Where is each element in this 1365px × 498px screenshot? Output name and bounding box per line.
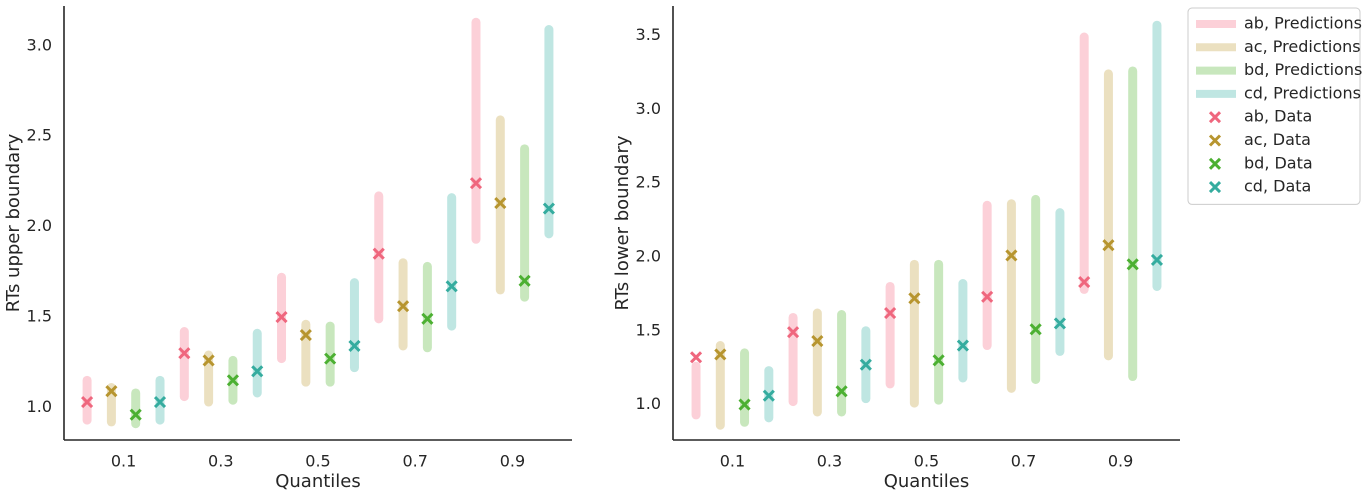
data-marker (714, 348, 727, 361)
data-marker (738, 398, 751, 411)
data-marker (1102, 239, 1115, 252)
y-tick-label: 1.0 (27, 397, 52, 416)
data-marker (956, 339, 969, 352)
data-marker (324, 352, 337, 365)
y-tick-label: 1.5 (27, 307, 52, 326)
data-marker (811, 335, 824, 348)
x-tick-label: 0.3 (817, 452, 842, 471)
data-marker (275, 310, 288, 324)
data-marker (787, 326, 800, 339)
data-marker (348, 339, 361, 353)
data-marker (421, 312, 434, 325)
data-marker (299, 329, 312, 342)
data-marker (129, 408, 142, 421)
y-tick-label: 3.0 (27, 35, 52, 54)
x-tick-label: 0.1 (720, 452, 745, 471)
data-marker (981, 290, 994, 303)
x-axis-label: Quantiles (884, 471, 970, 492)
y-tick-label: 3.5 (636, 25, 661, 44)
y-tick-label: 3.0 (636, 99, 661, 118)
data-marker (178, 347, 191, 360)
x-tick-label: 0.9 (1108, 452, 1133, 471)
data-marker (542, 202, 555, 215)
legend-label: ac, Data (1244, 130, 1311, 149)
x-axis-label: Quantiles (275, 471, 361, 492)
data-marker (762, 389, 775, 402)
data-marker (908, 292, 921, 305)
legend-label: cd, Predictions (1244, 83, 1361, 102)
data-marker (835, 385, 848, 398)
legend-marker (1208, 157, 1222, 170)
y-axis-label: RTs upper boundary (3, 133, 24, 312)
data-marker (469, 177, 483, 190)
x-tick-label: 0.3 (208, 452, 233, 471)
data-marker (859, 358, 872, 371)
data-marker (518, 274, 531, 287)
data-marker (105, 385, 118, 398)
y-tick-label: 2.5 (636, 173, 661, 192)
legend-label: cd, Data (1244, 177, 1311, 196)
legend-label: bd, Predictions (1244, 60, 1362, 79)
data-marker (226, 374, 239, 387)
legend-marker (1208, 134, 1222, 147)
data-marker (1053, 317, 1066, 330)
x-tick-label: 0.9 (500, 452, 525, 471)
legend-label: ab, Predictions (1244, 14, 1362, 33)
data-marker (81, 395, 94, 409)
data-marker (494, 197, 507, 210)
x-tick-label: 0.7 (1011, 452, 1036, 471)
data-marker (251, 365, 264, 378)
data-marker (689, 351, 703, 364)
data-marker (1126, 258, 1139, 271)
data-marker (1029, 323, 1042, 336)
y-axis-label: RTs lower boundary (612, 135, 633, 310)
data-marker (1005, 249, 1018, 262)
x-tick-label: 0.5 (914, 452, 939, 471)
legend-label: ab, Data (1244, 107, 1312, 126)
legend-marker (1208, 181, 1222, 194)
data-marker (932, 354, 945, 367)
legend-label: ac, Predictions (1244, 37, 1361, 56)
x-tick-label: 0.5 (305, 452, 330, 471)
y-tick-label: 1.0 (636, 394, 661, 413)
legend-label: bd, Data (1244, 153, 1313, 172)
data-marker (202, 354, 215, 367)
data-marker (397, 300, 410, 313)
legend-marker (1208, 111, 1222, 124)
y-tick-label: 2.5 (27, 126, 52, 145)
data-marker (153, 395, 167, 409)
y-tick-label: 1.5 (636, 320, 661, 339)
y-tick-label: 2.0 (636, 246, 661, 265)
data-marker (1150, 253, 1164, 266)
x-tick-label: 0.7 (402, 452, 427, 471)
data-marker (1078, 275, 1091, 289)
legend-frame (1187, 7, 1361, 205)
data-marker (884, 306, 897, 320)
data-marker (445, 280, 458, 293)
legend: ab, Predictions ac, Predictions bd, Predic… (1187, 7, 1362, 205)
x-tick-label: 0.1 (111, 452, 136, 471)
y-tick-label: 2.0 (27, 216, 52, 235)
data-marker (372, 247, 385, 260)
